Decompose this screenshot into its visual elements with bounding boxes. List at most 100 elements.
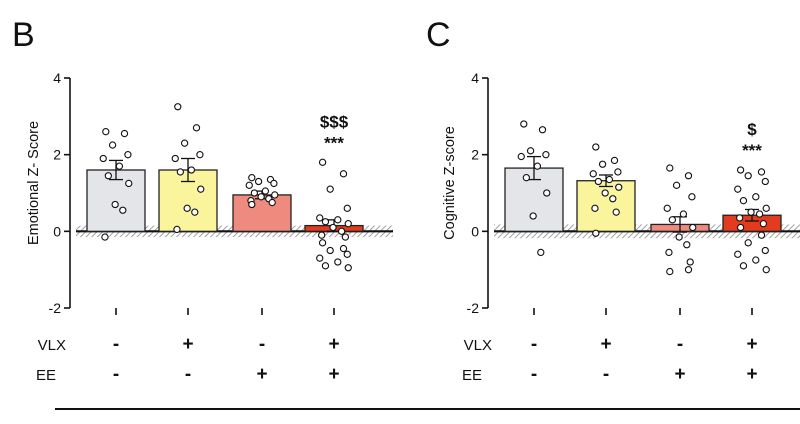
vlx-row-label: VLX bbox=[38, 337, 66, 354]
data-point bbox=[529, 212, 537, 220]
y-tick-label: 0 bbox=[53, 223, 61, 239]
ee-row-label: EE bbox=[462, 367, 482, 384]
panel-letter-b: B bbox=[12, 16, 35, 54]
data-point bbox=[686, 258, 694, 266]
data-point bbox=[688, 193, 696, 201]
data-point bbox=[537, 248, 545, 257]
data-point bbox=[271, 191, 279, 199]
data-point bbox=[341, 233, 350, 241]
data-point bbox=[270, 179, 278, 188]
data-point bbox=[666, 164, 674, 172]
data-point bbox=[683, 241, 691, 249]
data-point bbox=[344, 220, 352, 228]
data-point bbox=[533, 162, 542, 170]
data-point bbox=[762, 266, 770, 274]
data-point bbox=[176, 168, 184, 176]
ee-sign: - bbox=[531, 364, 537, 385]
data-point bbox=[734, 185, 742, 193]
ee-sign: + bbox=[328, 364, 339, 385]
data-point bbox=[762, 204, 770, 212]
panel-c: -2 0 2 4 Cognitive Z-score *** $ VLX EE - + - +… bbox=[442, 70, 800, 385]
data-point bbox=[316, 214, 324, 222]
bar-group bbox=[86, 169, 364, 232]
data-point bbox=[197, 185, 205, 193]
data-point bbox=[747, 208, 755, 216]
data-point bbox=[111, 200, 119, 209]
data-point bbox=[739, 262, 748, 270]
data-point bbox=[104, 172, 112, 180]
ee-sign: - bbox=[185, 364, 191, 385]
data-point bbox=[668, 216, 676, 224]
vlx-sign: + bbox=[746, 334, 757, 355]
data-point bbox=[171, 154, 179, 163]
data-point bbox=[522, 174, 530, 182]
error-bar-group bbox=[527, 155, 759, 233]
data-point bbox=[174, 103, 182, 111]
bar-group bbox=[504, 167, 782, 232]
data-point bbox=[343, 250, 351, 258]
annotation-group: *** $ bbox=[742, 120, 762, 160]
y-axis-label: Cognitive Z-score bbox=[442, 126, 458, 240]
data-point bbox=[192, 124, 201, 132]
data-point bbox=[268, 198, 276, 207]
y-axis-label: Emotional Z- Score bbox=[26, 121, 42, 245]
data-point bbox=[339, 170, 348, 178]
vlx-sign: + bbox=[600, 334, 611, 355]
data-point bbox=[321, 262, 330, 270]
data-point bbox=[101, 233, 109, 241]
y-axis: -2 0 2 4 bbox=[49, 70, 71, 316]
data-point bbox=[592, 143, 600, 151]
data-point bbox=[245, 181, 253, 189]
ee-sign: - bbox=[113, 364, 119, 385]
data-point bbox=[517, 152, 525, 161]
data-point bbox=[526, 147, 535, 155]
data-point bbox=[318, 158, 327, 166]
data-point bbox=[120, 129, 129, 138]
panel-letter-c: C bbox=[426, 16, 451, 54]
vlx-sign: + bbox=[328, 334, 339, 355]
data-point bbox=[679, 210, 688, 218]
data-point bbox=[125, 179, 133, 188]
data-point bbox=[663, 204, 671, 212]
ee-sign: - bbox=[603, 364, 609, 385]
data-point bbox=[343, 204, 351, 212]
data-point bbox=[99, 154, 107, 163]
data-point bbox=[736, 223, 745, 232]
data-point bbox=[326, 185, 334, 193]
data-point bbox=[538, 126, 547, 134]
y-axis: -2 0 2 4 bbox=[467, 70, 489, 316]
data-point bbox=[316, 254, 324, 262]
data-point bbox=[684, 172, 693, 180]
data-point bbox=[250, 189, 258, 197]
sign-group: - + - + - - + + bbox=[531, 334, 758, 385]
data-point bbox=[744, 239, 752, 247]
y-tick-label: 2 bbox=[53, 147, 61, 163]
point-group bbox=[517, 120, 770, 276]
data-point bbox=[761, 177, 769, 186]
data-point bbox=[183, 204, 191, 212]
data-point bbox=[318, 239, 327, 247]
data-point bbox=[757, 231, 766, 239]
vlx-row-label: VLX bbox=[464, 337, 492, 354]
y-tick-label: 4 bbox=[471, 70, 479, 86]
data-point bbox=[601, 189, 609, 197]
data-point bbox=[689, 223, 697, 232]
significance-annotation: *** bbox=[742, 141, 762, 160]
data-point bbox=[744, 172, 752, 180]
data-point bbox=[675, 233, 683, 241]
data-point bbox=[257, 193, 265, 201]
data-point bbox=[108, 141, 117, 149]
data-point bbox=[759, 220, 768, 228]
data-point bbox=[254, 177, 263, 186]
data-point bbox=[757, 168, 766, 176]
data-point bbox=[752, 256, 760, 264]
data-point bbox=[119, 206, 127, 214]
point-group bbox=[99, 103, 352, 272]
ee-sign: + bbox=[746, 364, 757, 385]
data-point bbox=[591, 204, 599, 212]
x-tick-group bbox=[533, 308, 753, 315]
data-point bbox=[609, 195, 617, 203]
x-tick-group bbox=[115, 308, 335, 315]
data-point bbox=[334, 216, 342, 224]
